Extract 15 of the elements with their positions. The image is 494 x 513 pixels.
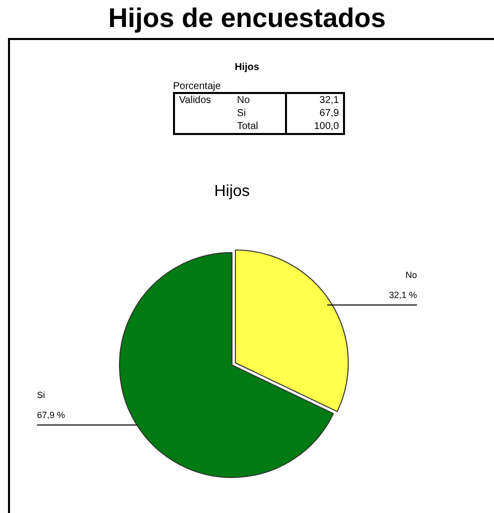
chart-subtitle: Hijos [213, 183, 251, 201]
category-label: No [237, 95, 250, 106]
slice-label: Si [37, 390, 46, 400]
data-label: 32,1 % [388, 290, 417, 300]
text: 32,1 [286, 93, 344, 107]
text: 100,0 [286, 120, 344, 134]
chart-title: Hijos de encuestados [107, 2, 387, 34]
category-label: Si [237, 108, 246, 119]
text: Hijos [234, 62, 260, 73]
text: 67,9 [286, 107, 344, 120]
text: Validos [178, 94, 212, 107]
text: Total [236, 120, 260, 134]
slice-label: No [405, 270, 417, 280]
text: Porcentaje [173, 81, 222, 92]
data-label: 67,9 % [37, 410, 66, 420]
